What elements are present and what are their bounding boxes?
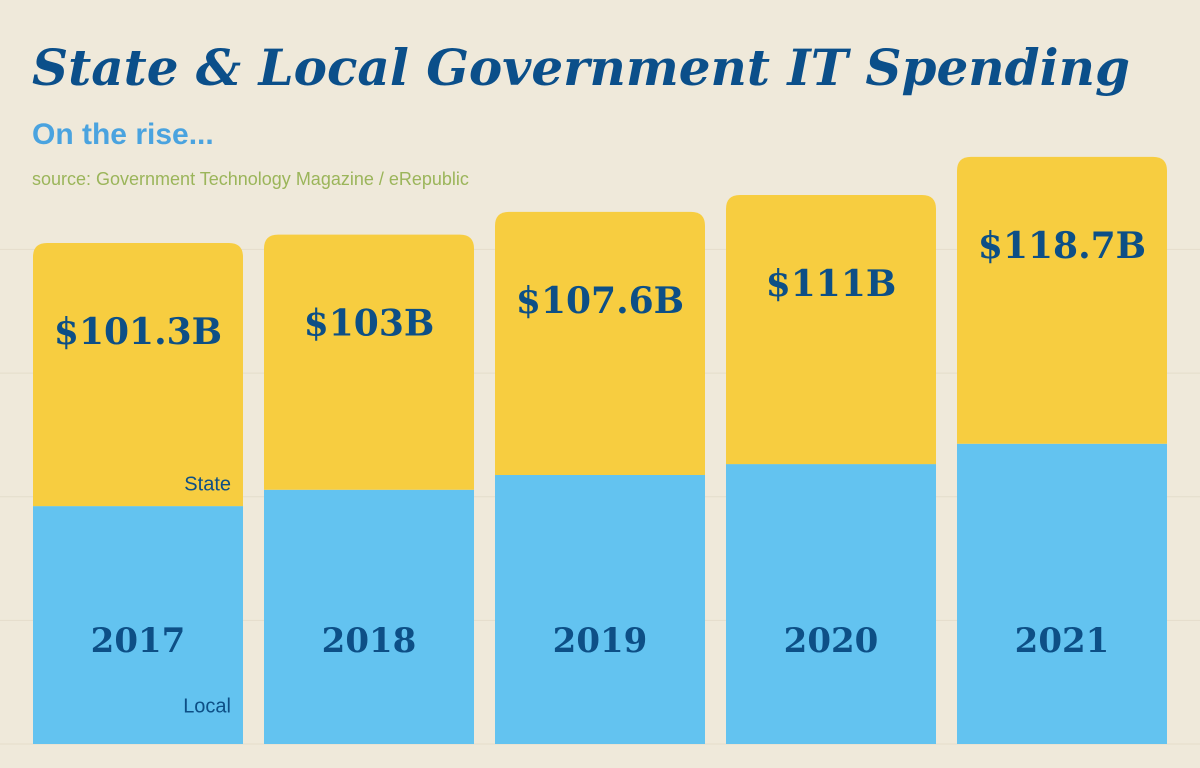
bar-segment [264, 234, 474, 490]
value-label: $103B [304, 303, 435, 345]
x-tick-label: 2019 [553, 621, 648, 661]
legend-label: State [184, 473, 231, 495]
bar-segment [726, 195, 936, 465]
bar-segment [495, 474, 705, 744]
value-label: $118.7B [978, 225, 1146, 267]
value-label: $111B [766, 263, 897, 305]
chart-subtitle: On the rise... [32, 118, 214, 151]
value-label: $107.6B [516, 280, 684, 322]
chart-title: State & Local Government IT Spending [32, 38, 1130, 97]
bar-segment [33, 506, 243, 744]
legend-label: Local [183, 695, 231, 717]
x-tick-label: 2018 [322, 621, 417, 661]
x-tick-label: 2017 [91, 621, 186, 661]
x-tick-label: 2020 [784, 621, 879, 661]
bar-segment [957, 156, 1167, 444]
source: source: Government Technology Magazine /… [32, 169, 469, 189]
x-tick-label: 2021 [1015, 621, 1110, 661]
bar-segment [495, 211, 705, 475]
value-label: $101.3B [54, 311, 222, 353]
bar-segment [957, 443, 1167, 744]
bar-segment [726, 464, 936, 744]
bar-segment [264, 489, 474, 744]
bar-segment [33, 242, 243, 507]
